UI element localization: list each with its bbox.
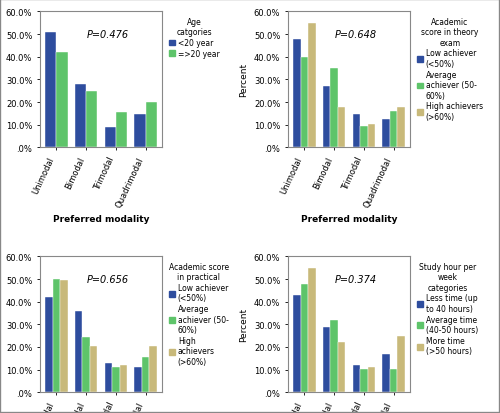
Bar [382, 120, 390, 148]
Bar [382, 354, 390, 392]
Bar [134, 368, 142, 392]
Bar [60, 280, 68, 392]
Bar [360, 369, 368, 392]
Legend: <20 year, =>20 year: <20 year, =>20 year [167, 16, 221, 60]
Bar [390, 369, 398, 392]
Bar [45, 297, 52, 392]
Bar [86, 91, 98, 148]
Legend: Less time (up
to 40 hours), Average time
(40-50 hours), More time
(>50 hours): Less time (up to 40 hours), Average time… [415, 261, 480, 357]
Bar [104, 363, 112, 392]
Bar [323, 327, 330, 392]
Bar [368, 124, 375, 148]
Bar [112, 368, 120, 392]
Bar [338, 107, 345, 148]
Bar [323, 87, 330, 148]
Y-axis label: Percent: Percent [240, 308, 248, 342]
Bar [330, 69, 338, 148]
Bar [300, 284, 308, 392]
Bar [352, 365, 360, 392]
Bar [308, 268, 316, 392]
Bar [300, 57, 308, 148]
Bar [398, 107, 405, 148]
Text: P=0.656: P=0.656 [86, 274, 128, 285]
Bar [104, 128, 116, 148]
Bar [120, 365, 127, 392]
Bar [75, 311, 82, 392]
X-axis label: Preferred modality: Preferred modality [52, 214, 149, 223]
Bar [82, 337, 90, 392]
Bar [293, 295, 300, 392]
Bar [352, 115, 360, 148]
Bar [338, 343, 345, 392]
Bar [146, 103, 157, 148]
Bar [90, 346, 98, 392]
Bar [390, 112, 398, 148]
Bar [150, 346, 157, 392]
Legend: Low achiever
(<50%), Average
achiever (50-
60%), High
achievers
(>60%): Low achiever (<50%), Average achiever (5… [167, 261, 230, 368]
Bar [293, 40, 300, 148]
Bar [134, 115, 145, 148]
Y-axis label: Percent: Percent [240, 63, 248, 97]
Bar [52, 279, 60, 392]
Bar [75, 85, 86, 148]
Bar [56, 53, 68, 148]
Legend: Low achiever
(<50%), Average
achiever (50-
60%), High achievers
(>60%): Low achiever (<50%), Average achiever (5… [415, 16, 484, 123]
Text: P=0.374: P=0.374 [334, 274, 376, 285]
Bar [308, 24, 316, 148]
Bar [45, 33, 56, 148]
Bar [116, 113, 127, 148]
Bar [360, 126, 368, 148]
Bar [368, 368, 375, 392]
Bar [398, 336, 405, 392]
Text: P=0.648: P=0.648 [334, 30, 376, 40]
Bar [142, 357, 150, 392]
Text: P=0.476: P=0.476 [86, 30, 128, 40]
X-axis label: Preferred modality: Preferred modality [301, 214, 398, 223]
Bar [330, 320, 338, 392]
